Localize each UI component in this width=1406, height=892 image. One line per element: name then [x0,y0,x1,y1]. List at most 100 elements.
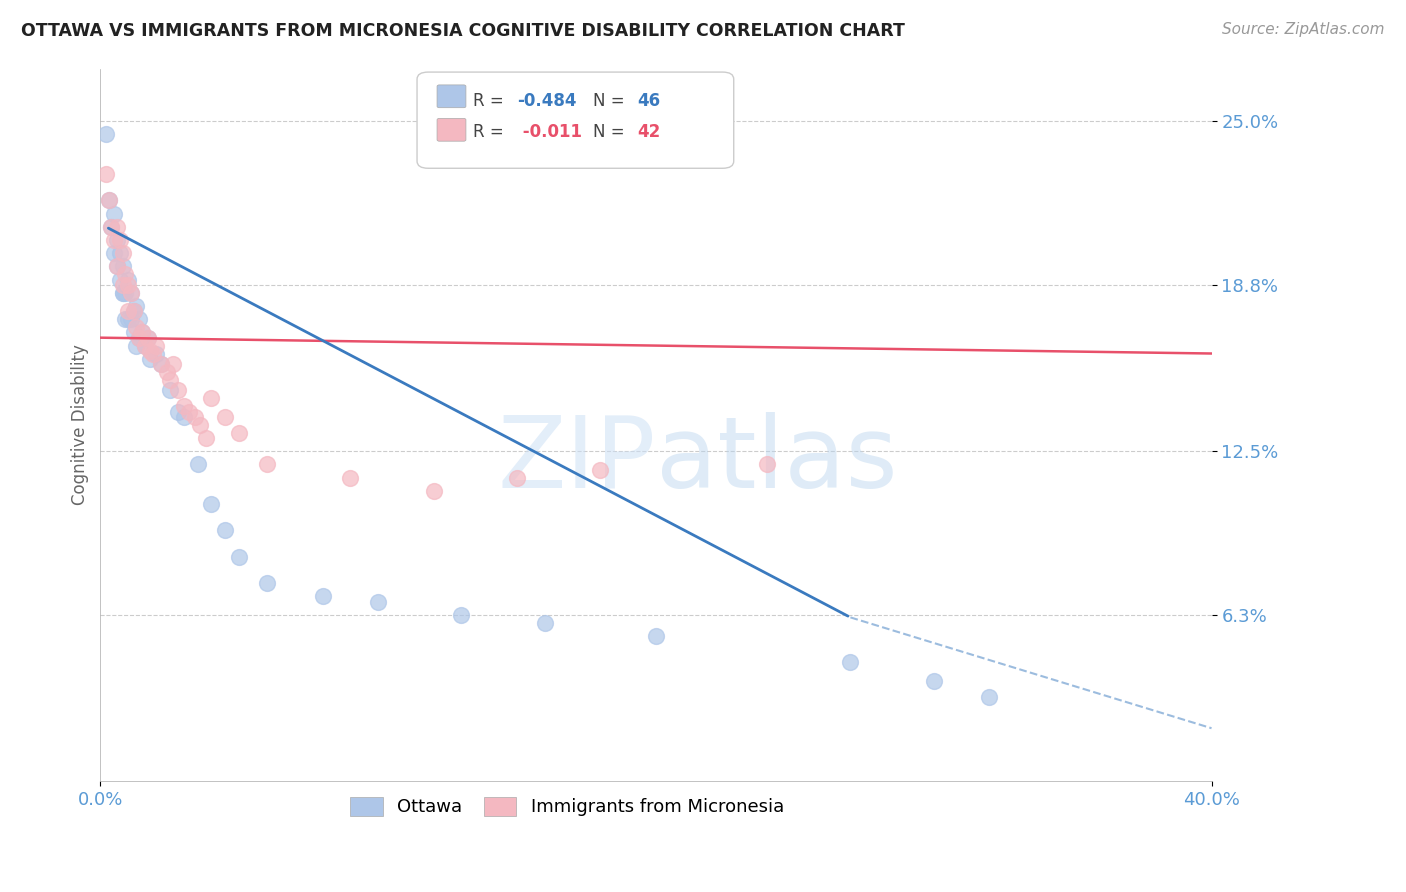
Point [194,431,217,445]
Point [506,470,529,484]
Point [139,351,162,366]
Point [200,497,222,511]
FancyBboxPatch shape [418,72,734,169]
Point [311,589,333,603]
Point [108,272,131,286]
Point [105,260,128,274]
Point [228,425,250,440]
Point [125,338,148,352]
Point [150,357,173,371]
Text: 46: 46 [637,92,661,110]
Text: OTTAWA VS IMMIGRANTS FROM MICRONESIA COGNITIVE DISABILITY CORRELATION CHART: OTTAWA VS IMMIGRANTS FROM MICRONESIA COG… [21,22,905,40]
Point [111,246,134,260]
Text: ZIP: ZIP [498,412,657,508]
Point [122,304,145,318]
Text: -0.011: -0.011 [517,123,582,141]
Point [156,365,179,379]
Text: N =: N = [592,92,630,110]
Point [142,346,165,360]
Point [134,338,156,352]
Point [120,285,142,300]
Point [128,331,150,345]
Point [117,277,139,292]
Text: R =: R = [472,123,509,141]
Point [111,277,134,292]
Point [103,233,125,247]
Point [159,384,181,398]
Point [534,615,557,630]
Text: R =: R = [472,92,509,110]
Point [214,409,236,424]
Point [103,207,125,221]
Point [979,690,1001,704]
Point [114,285,136,300]
Point [167,404,190,418]
Point [173,409,195,424]
Point [120,312,142,326]
Point [450,607,472,622]
Point [136,331,159,345]
Point [190,417,212,432]
Point [131,326,153,340]
Point [134,338,156,352]
Point [756,458,779,472]
Point [100,219,122,234]
Point [589,462,612,476]
Point [179,404,201,418]
Point [422,483,444,498]
Point [228,549,250,564]
Point [200,392,222,406]
FancyBboxPatch shape [437,119,465,141]
Point [159,373,181,387]
Point [131,326,153,340]
Text: atlas: atlas [657,412,897,508]
Point [187,458,209,472]
Point [105,219,128,234]
Point [139,343,162,358]
Point [125,299,148,313]
Point [105,260,128,274]
Point [111,285,134,300]
Point [111,260,134,274]
Point [122,304,145,318]
Point [103,246,125,260]
Point [839,655,862,669]
Point [105,233,128,247]
Y-axis label: Cognitive Disability: Cognitive Disability [72,344,89,505]
Point [94,167,117,181]
Legend: Ottawa, Immigrants from Micronesia: Ottawa, Immigrants from Micronesia [342,788,793,825]
Point [114,312,136,326]
Point [117,304,139,318]
Point [922,673,945,688]
Point [150,357,173,371]
Point [167,384,190,398]
Point [367,594,389,608]
Text: Source: ZipAtlas.com: Source: ZipAtlas.com [1222,22,1385,37]
Point [108,233,131,247]
Point [173,399,195,413]
Text: 42: 42 [637,123,661,141]
Point [97,194,120,208]
Point [122,326,145,340]
Point [184,409,207,424]
Point [672,128,695,142]
Point [128,312,150,326]
Point [145,338,167,352]
Point [111,285,134,300]
Text: -0.484: -0.484 [517,92,576,110]
Point [97,194,120,208]
Point [256,576,278,591]
Point [128,331,150,345]
Point [162,357,184,371]
Point [125,320,148,334]
Point [108,246,131,260]
Point [94,128,117,142]
Point [114,268,136,282]
Point [136,331,159,345]
Point [339,470,361,484]
Point [117,312,139,326]
FancyBboxPatch shape [437,85,465,108]
Point [256,458,278,472]
Point [100,219,122,234]
Point [645,629,668,643]
